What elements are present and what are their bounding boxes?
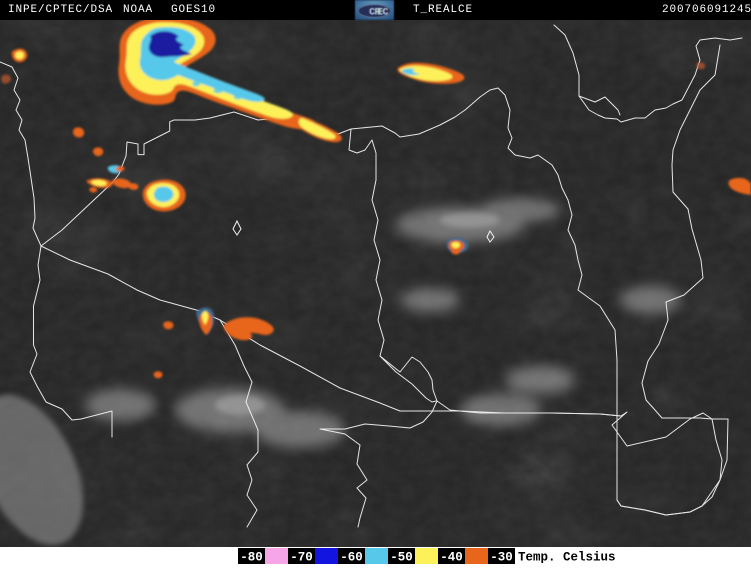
svg-text:-60: -60 [340,551,363,565]
svg-text:-80: -80 [240,551,263,565]
svg-text:-30: -30 [490,551,513,565]
svg-text:-70: -70 [290,551,313,565]
svg-text:Temp. Celsius: Temp. Celsius [518,551,616,565]
svg-text:-40: -40 [440,551,463,565]
svg-text:-50: -50 [390,551,413,565]
